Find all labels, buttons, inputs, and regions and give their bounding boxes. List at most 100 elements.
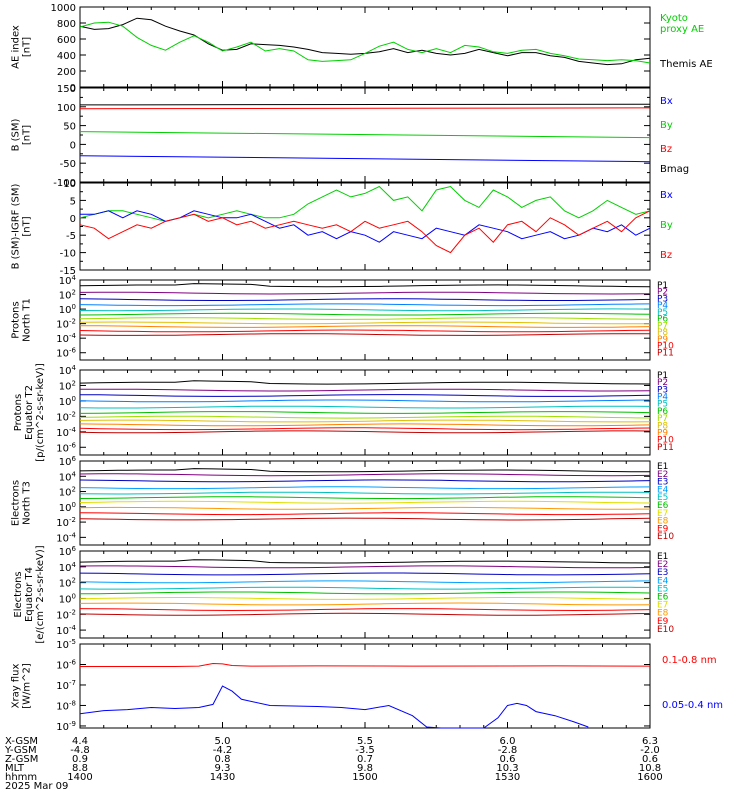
orbit-value: 5.5	[357, 736, 373, 747]
channel-label: E9	[657, 617, 669, 627]
channel-line-E1	[79, 559, 651, 564]
orbit-row-label: Y-GSM	[4, 745, 37, 756]
y-tick-label: 100	[57, 103, 76, 114]
y-tick-label: 102	[59, 289, 76, 302]
channel-line-P2	[79, 388, 651, 392]
orbit-value: 10.8	[639, 763, 661, 774]
orbit-value: 1530	[495, 772, 520, 783]
channel-label: P8	[657, 328, 668, 338]
orbit-value: 0.6	[500, 754, 516, 765]
channel-line-E3	[79, 572, 651, 576]
orbit-value: 0.7	[357, 754, 373, 765]
y-axis-label: [nT]	[22, 125, 33, 145]
channel-line-P8	[79, 321, 651, 325]
channel-line-E7	[79, 500, 651, 504]
channel-line-E10	[79, 517, 651, 521]
channel-label: P2	[657, 288, 668, 298]
channel-line-P4	[79, 399, 651, 403]
channel-label: E6	[657, 501, 669, 511]
channel-line-P5	[79, 308, 651, 312]
orbit-value: 4.4	[72, 736, 88, 747]
legend-label: Bz	[660, 144, 672, 155]
y-tick-label: 10-7	[56, 679, 76, 692]
orbit-row-label: MLT	[5, 763, 25, 774]
channel-line-E9	[79, 608, 651, 612]
orbit-value: 1500	[352, 772, 377, 783]
channel-label: P9	[657, 428, 668, 438]
y-tick-label: 10-5	[56, 638, 76, 651]
legend-label: Themis AE	[659, 59, 713, 70]
channel-label: P1	[657, 371, 668, 381]
y-tick-label: 0	[70, 214, 76, 225]
channel-label: P5	[657, 308, 668, 318]
orbit-value: -3.5	[355, 745, 375, 756]
channel-line-P4	[79, 303, 651, 307]
channel-line-E3	[79, 479, 651, 483]
orbit-value: -4.2	[213, 745, 233, 756]
series-bx	[80, 210, 651, 243]
channel-label: E1	[657, 552, 668, 562]
orbit-value: -4.8	[70, 745, 90, 756]
channel-line-P1	[79, 283, 651, 288]
channel-line-P8	[79, 419, 651, 423]
channel-line-E5	[79, 586, 651, 590]
orbit-row-label: X-GSM	[5, 736, 38, 747]
channel-label: E2	[657, 560, 668, 570]
channel-label: P3	[657, 385, 668, 395]
series-bmag	[79, 103, 651, 106]
channel-line-E6	[79, 496, 651, 500]
channel-label: E4	[657, 485, 669, 495]
legend-label: Kyoto	[660, 13, 688, 24]
y-tick-label: 10-9	[56, 720, 76, 733]
legend-label: Bz	[660, 250, 672, 261]
y-axis-label: Electrons	[13, 571, 24, 617]
channel-label: P6	[657, 407, 668, 417]
y-tick-label: 800	[57, 19, 76, 30]
channel-line-P1	[79, 380, 651, 385]
y-tick-label: 106	[59, 455, 77, 468]
y-tick-label: 400	[57, 51, 76, 62]
y-axis-label: Equator T4	[24, 567, 35, 622]
y-tick-label: -50	[60, 159, 76, 170]
orbit-value: 6.3	[642, 736, 658, 747]
y-axis-label: Electrons	[11, 480, 22, 526]
panel-frame-protons_t1	[79, 279, 651, 361]
y-axis-label: [e/(cm^2-s-sr-keV)]	[35, 545, 46, 643]
orbit-value: 1600	[637, 772, 662, 783]
channel-label: E9	[657, 524, 669, 534]
y-axis-label: B (SM)	[11, 118, 22, 151]
y-tick-label: 10-2	[56, 318, 76, 331]
channel-label: P9	[657, 335, 668, 345]
y-tick-label: -15	[60, 266, 76, 277]
channel-label: P10	[657, 436, 674, 446]
y-tick-label: 10-2	[56, 516, 76, 529]
channel-label: E5	[657, 493, 668, 503]
y-tick-label: 5	[70, 196, 76, 207]
channel-label: E6	[657, 593, 669, 603]
channel-label: P7	[657, 321, 668, 331]
channel-line-P5	[79, 405, 651, 409]
y-tick-label: -10	[60, 249, 76, 260]
channel-label: E10	[657, 532, 674, 542]
y-tick-label: 0	[70, 140, 76, 151]
orbit-value: 0.8	[215, 754, 231, 765]
y-axis-label: [p/(cm^2-s-sr-keV)]	[35, 363, 46, 462]
y-axis-label: North T3	[22, 481, 33, 525]
series-bz	[79, 210, 651, 254]
channel-label: P4	[657, 301, 668, 311]
channel-line-E5	[79, 491, 651, 495]
orbit-row-label: hhmm	[5, 772, 37, 783]
channel-line-P2	[79, 291, 651, 295]
y-tick-label: 0	[70, 83, 76, 94]
channel-label: E2	[657, 470, 668, 480]
y-tick-label: 10-8	[56, 699, 76, 712]
y-tick-label: 102	[59, 486, 76, 499]
orbit-value: 5.0	[215, 736, 231, 747]
y-tick-label: 100	[59, 501, 76, 514]
legend-label: proxy AE	[660, 24, 704, 35]
channel-line-E10	[79, 612, 651, 616]
channel-label: E7	[657, 509, 668, 519]
y-axis-label: Xray flux	[11, 664, 22, 709]
y-axis-label: B (SM)-IGRF (SM)	[11, 184, 22, 270]
